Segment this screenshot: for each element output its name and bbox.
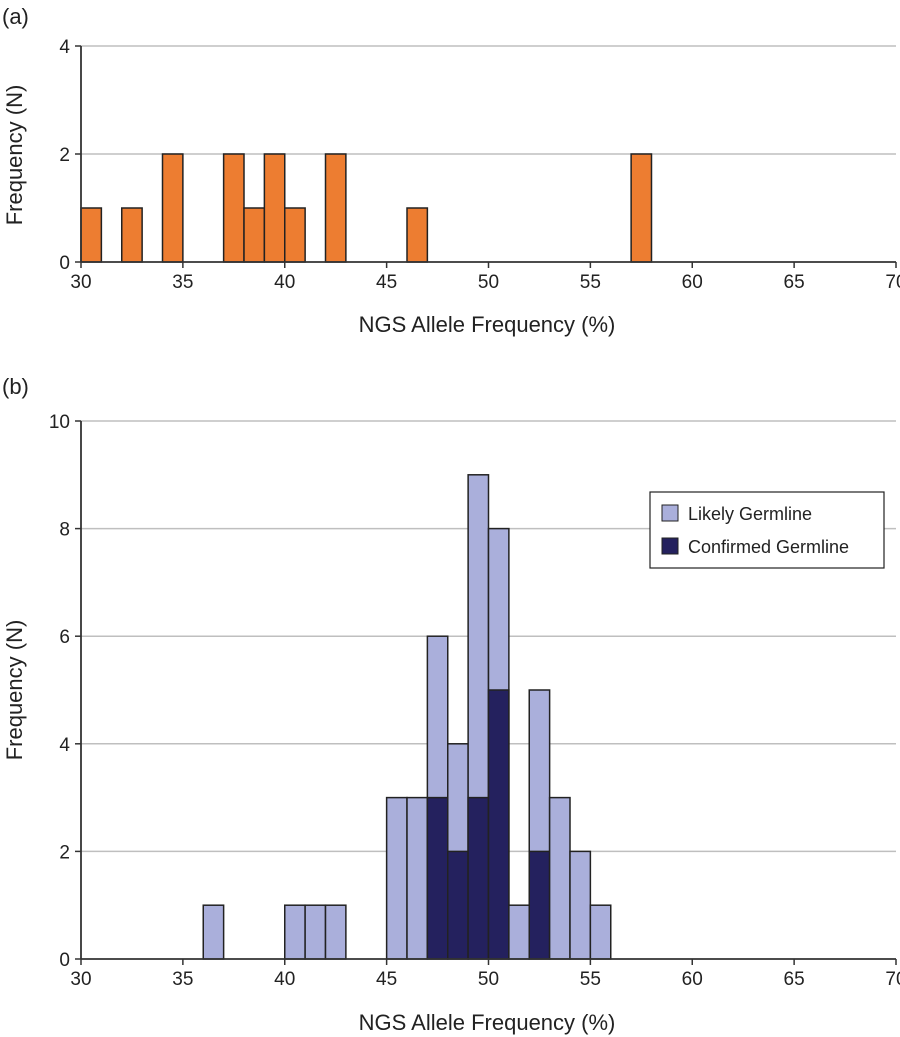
panel-b-bars [202, 474, 612, 960]
x-tick-label: 50 [478, 969, 499, 990]
x-tick-label: 65 [784, 969, 805, 990]
x-tick-label: 55 [580, 272, 601, 293]
x-tick-label: 70 [885, 272, 900, 293]
legend-swatch-confirmed-germline [661, 537, 679, 555]
bar [284, 207, 306, 263]
bar-likely-germline [569, 850, 592, 960]
y-tick-label: 2 [59, 145, 70, 166]
panel-a-axes [75, 45, 897, 268]
bar [406, 207, 429, 263]
legend-label-likely-germline: Likely Germline [688, 504, 812, 524]
bar [263, 153, 286, 263]
panel-a-bars [80, 153, 653, 263]
x-tick-label: 70 [885, 969, 900, 990]
x-tick-label: 65 [784, 272, 805, 293]
x-tick-label: 30 [70, 969, 91, 990]
x-tick-label: 40 [274, 272, 295, 293]
x-tick-label: 50 [478, 272, 499, 293]
bar-likely-germline [406, 796, 429, 960]
panel-a-x-axis-title: NGS Allele Frequency (%) [359, 312, 616, 337]
y-tick-label: 4 [59, 37, 70, 58]
y-tick-label: 0 [59, 950, 70, 971]
bar-likely-germline [304, 904, 327, 960]
legend-label-confirmed-germline: Confirmed Germline [688, 537, 849, 557]
y-tick-label: 0 [59, 253, 70, 274]
panel-b-x-tick-labels: 30 35 40 45 50 55 60 65 70 [70, 969, 900, 990]
x-tick-label: 60 [682, 969, 703, 990]
x-tick-label: 40 [274, 969, 295, 990]
panel-b-y-tick-labels: 0 2 4 6 8 10 [49, 412, 71, 971]
panel-a-x-tick-labels: 30 35 40 45 50 55 60 65 70 [70, 272, 900, 293]
x-tick-label: 35 [172, 969, 193, 990]
panel-a-y-tick-labels: 0 2 4 [59, 37, 70, 274]
panel-b-x-axis-title: NGS Allele Frequency (%) [359, 1010, 616, 1035]
legend: Likely Germline Confirmed Germline [649, 491, 885, 569]
bar [243, 207, 266, 263]
bar-confirmed-germline [528, 850, 551, 960]
bar-likely-germline [385, 796, 408, 960]
y-tick-label: 6 [59, 627, 70, 648]
x-tick-label: 60 [682, 272, 703, 293]
panel-a-y-axis-title: Frequency (N) [2, 85, 27, 226]
panel-b-histogram: (b) 0 2 4 6 8 10 30 35 40 45 50 55 60 65 70 NGS Allel… [2, 374, 900, 1035]
bar [222, 153, 245, 263]
y-tick-label: 8 [59, 520, 70, 541]
y-tick-label: 4 [59, 735, 70, 756]
panel-a-histogram: (a) 0 2 4 30 35 40 45 50 55 60 65 70 NGS Allele Fr… [2, 4, 900, 337]
y-tick-label: 2 [59, 842, 70, 863]
bar [80, 207, 103, 263]
panel-b-label: (b) [2, 374, 29, 399]
bar [121, 207, 143, 263]
y-tick-label: 10 [49, 412, 70, 433]
bar [161, 153, 184, 263]
bar-likely-germline [508, 904, 530, 960]
panel-a-label: (a) [2, 4, 29, 29]
panel-b-axes [75, 420, 897, 965]
x-tick-label: 30 [70, 272, 91, 293]
bar-confirmed-germline [487, 689, 510, 960]
bar-likely-germline [589, 904, 612, 960]
bar [630, 153, 653, 263]
x-tick-label: 35 [172, 272, 193, 293]
bar-confirmed-germline [447, 850, 469, 960]
bar-likely-germline [548, 796, 571, 960]
bar-confirmed-germline [426, 796, 449, 960]
legend-box [649, 491, 885, 569]
legend-swatch-likely-germline [661, 504, 679, 522]
panel-b-y-axis-title: Frequency (N) [2, 620, 27, 761]
x-tick-label: 45 [376, 969, 397, 990]
panel-a-gridlines [81, 45, 896, 155]
x-tick-label: 55 [580, 969, 601, 990]
bar-likely-germline [202, 904, 225, 960]
bar [324, 153, 347, 263]
x-tick-label: 45 [376, 272, 397, 293]
bar-confirmed-germline [467, 796, 490, 960]
bar-likely-germline [324, 904, 347, 960]
bar-likely-germline [284, 904, 306, 960]
